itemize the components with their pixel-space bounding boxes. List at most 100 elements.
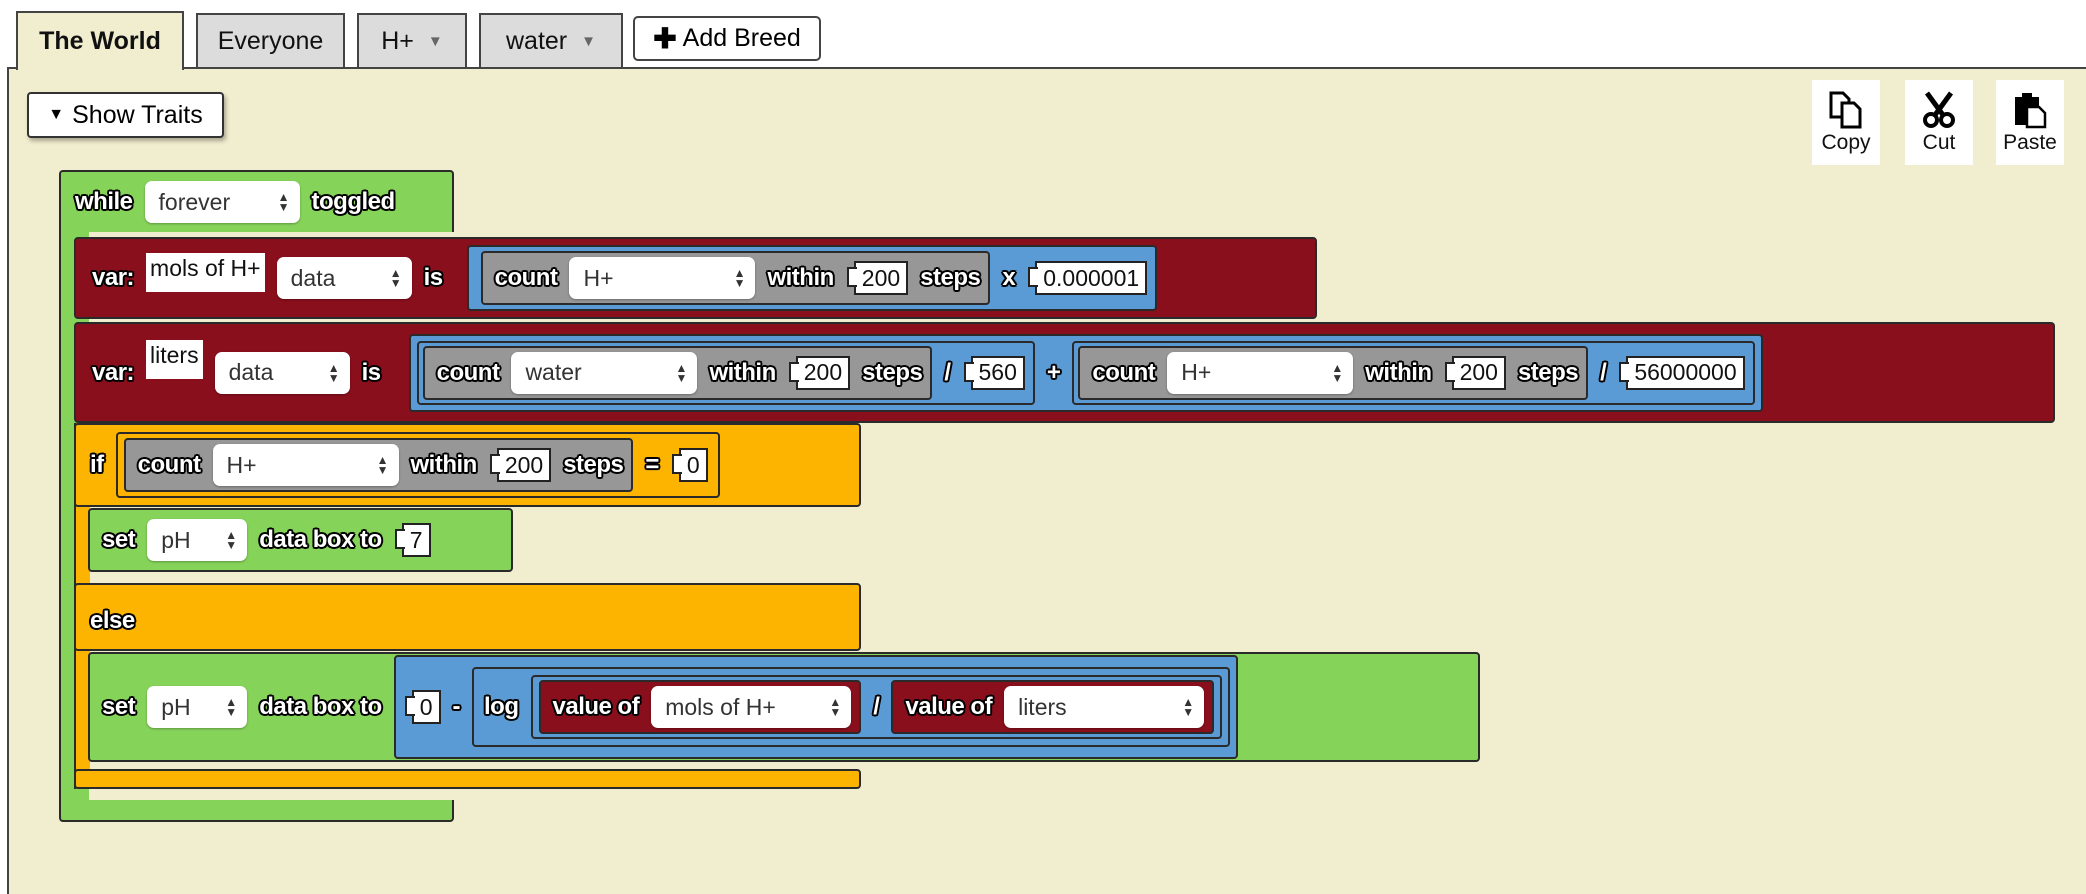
tab-h-plus[interactable]: H+ ▼: [357, 13, 467, 68]
updown-arrows-icon: ▲ ▼: [389, 266, 402, 290]
within-keyword: within: [410, 451, 478, 478]
breed-dropdown[interactable]: H+ ▲ ▼: [212, 444, 399, 486]
plus-icon: ✚: [653, 23, 677, 54]
var-type-dropdown[interactable]: data ▲ ▼: [276, 257, 412, 299]
variable-dropdown[interactable]: pH ▲ ▼: [147, 686, 248, 728]
value-of-block[interactable]: value of liters ▲ ▼: [891, 680, 1215, 734]
steps-keyword: steps: [563, 451, 624, 478]
dropdown-value: H+: [583, 264, 614, 291]
data-box-to-keyword: data box to: [259, 526, 382, 553]
tab-label: water: [506, 27, 568, 55]
steps-keyword: steps: [1517, 358, 1579, 386]
clipboard-icon: [2015, 92, 2047, 128]
variable-dropdown[interactable]: pH ▲ ▼: [147, 519, 248, 561]
equals-block[interactable]: count H+ ▲ ▼ within 200 steps = 0: [115, 432, 720, 498]
multiplier-input[interactable]: 0.000001: [1028, 261, 1148, 295]
value-input[interactable]: 7: [394, 523, 431, 557]
count-block[interactable]: count H+ ▲ ▼ within 200 steps: [123, 438, 634, 492]
dropdown-value: pH: [161, 693, 191, 720]
tab-label: The World: [39, 27, 161, 55]
var-keyword: var:: [92, 358, 135, 386]
var-name-input[interactable]: mols of H+: [146, 253, 265, 292]
count-keyword: count: [436, 358, 500, 386]
var-name-input[interactable]: liters: [146, 340, 203, 379]
variable-dropdown[interactable]: mols of H+ ▲ ▼: [651, 686, 852, 728]
equals-operator: =: [645, 451, 659, 478]
divide-block[interactable]: count water ▲ ▼ within 200 steps / 560: [416, 340, 1035, 405]
tab-the-world[interactable]: The World: [16, 11, 184, 70]
copy-icon: [1829, 91, 1862, 128]
variable-dropdown[interactable]: liters ▲ ▼: [1004, 686, 1205, 728]
scissors-icon: [1923, 91, 1955, 128]
tab-water[interactable]: water ▼: [479, 13, 623, 68]
divide-block[interactable]: count H+ ▲ ▼ within 200 steps / 56000000: [1072, 340, 1755, 405]
subtract-block[interactable]: 0 - log value of mols of H+ ▲ ▼ / value of…: [393, 655, 1239, 759]
chevron-down-icon: ▼: [581, 33, 596, 50]
while-bottom-bar: [59, 800, 454, 822]
steps-input[interactable]: 200: [1444, 355, 1506, 390]
divide-block[interactable]: value of mols of H+ ▲ ▼ / value of liters ▲…: [530, 675, 1223, 739]
cut-label: Cut: [1922, 130, 1956, 154]
minus-operator: -: [452, 693, 461, 720]
while-keyword: while: [75, 188, 133, 215]
updown-arrows-icon: ▲ ▼: [733, 266, 746, 290]
set-ph-block[interactable]: set pH ▲ ▼ data box to 7: [88, 508, 513, 572]
dropdown-value: data: [228, 359, 274, 385]
tab-everyone[interactable]: Everyone: [196, 13, 345, 68]
breed-dropdown[interactable]: H+ ▲ ▼: [569, 257, 756, 299]
if-bottom-bar: [74, 769, 861, 789]
var-type-dropdown[interactable]: data ▲ ▼: [214, 351, 350, 394]
count-block[interactable]: count H+ ▲ ▼ within 200 steps: [1078, 345, 1589, 400]
divisor-input[interactable]: 56000000: [1619, 355, 1745, 390]
var-mols-block[interactable]: var: mols of H+ data ▲ ▼ is count H+ ▲ ▼ wit…: [74, 237, 1317, 319]
tab-label: Everyone: [217, 27, 324, 55]
steps-input[interactable]: 200: [788, 355, 851, 390]
show-traits-button[interactable]: ▼ Show Traits: [27, 92, 224, 138]
cut-button[interactable]: Cut: [1905, 80, 1973, 165]
set-ph-block[interactable]: set pH ▲ ▼ data box to 0 - log value of mo…: [88, 652, 1480, 762]
within-keyword: within: [1365, 358, 1432, 386]
else-block: else: [74, 583, 861, 651]
updown-arrows-icon: ▲ ▼: [225, 695, 238, 719]
paste-button[interactable]: Paste: [1996, 80, 2064, 165]
steps-input[interactable]: 200: [489, 448, 552, 482]
while-mode-dropdown[interactable]: forever ▲ ▼: [144, 181, 300, 223]
count-block[interactable]: count water ▲ ▼ within 200 steps: [422, 345, 933, 400]
copy-button[interactable]: Copy: [1812, 80, 1880, 165]
compare-value-input[interactable]: 0: [671, 448, 708, 482]
add-breed-button[interactable]: ✚ Add Breed: [633, 16, 821, 61]
is-keyword: is: [423, 264, 444, 291]
updown-arrows-icon: ▲ ▼: [225, 528, 238, 552]
dropdown-value: liters: [1018, 693, 1067, 720]
data-box-to-keyword: data box to: [259, 693, 382, 720]
updown-arrows-icon: ▲ ▼: [829, 695, 842, 719]
dropdown-value: H+: [226, 451, 257, 478]
var-keyword: var:: [92, 264, 135, 291]
breed-dropdown[interactable]: H+ ▲ ▼: [1167, 351, 1354, 394]
count-block[interactable]: count H+ ▲ ▼ within 200 steps: [480, 251, 991, 305]
updown-arrows-icon: ▲ ▼: [277, 190, 290, 214]
value-of-block[interactable]: value of mols of H+ ▲ ▼: [538, 680, 862, 734]
divisor-input[interactable]: 560: [963, 355, 1025, 390]
dropdown-value: forever: [158, 188, 231, 215]
steps-input[interactable]: 200: [846, 261, 909, 295]
paste-label: Paste: [2003, 130, 2057, 154]
minuend-input[interactable]: 0: [404, 690, 441, 724]
value-of-keyword: value of: [552, 693, 640, 720]
add-block[interactable]: count water ▲ ▼ within 200 steps / 560 + c…: [408, 333, 1763, 412]
dropdown-value: water: [525, 359, 582, 385]
add-breed-label: Add Breed: [682, 24, 801, 52]
log-block[interactable]: log value of mols of H+ ▲ ▼ / value of lit…: [472, 667, 1231, 747]
updown-arrows-icon: ▲ ▼: [1182, 695, 1195, 719]
count-keyword: count: [1092, 358, 1156, 386]
var-liters-block[interactable]: var: liters data ▲ ▼ is count water ▲ ▼ with…: [74, 322, 2055, 423]
divide-operator: /: [944, 358, 951, 386]
multiply-block[interactable]: count H+ ▲ ▼ within 200 steps x 0.000001: [466, 245, 1158, 311]
if-block[interactable]: if count H+ ▲ ▼ within 200 steps = 0: [74, 423, 861, 507]
updown-arrows-icon: ▲ ▼: [376, 453, 389, 477]
breed-dropdown[interactable]: water ▲ ▼: [511, 351, 698, 394]
caret-down-icon: ▼: [48, 106, 65, 123]
while-block[interactable]: while forever ▲ ▼ toggled: [59, 170, 454, 232]
dropdown-value: pH: [161, 526, 191, 553]
within-keyword: within: [709, 358, 776, 386]
